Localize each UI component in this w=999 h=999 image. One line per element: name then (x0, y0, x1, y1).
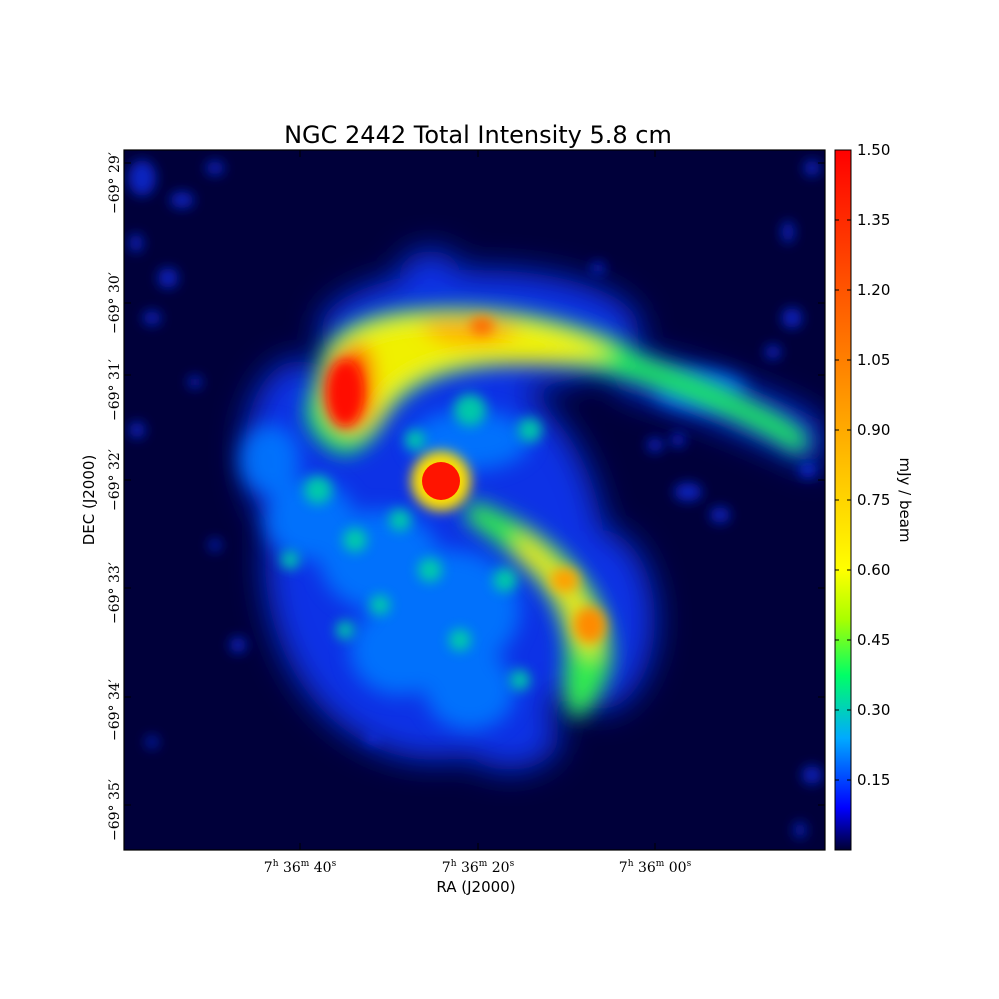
y-tick-label: −69° 29′ (107, 152, 123, 214)
colorbar-tick-label: 0.90 (857, 421, 890, 439)
disk-knots (281, 394, 542, 690)
y-tick-label: −69° 30′ (107, 272, 123, 334)
y-tick-label: −69° 32′ (107, 449, 123, 511)
y-tick-label: −69° 33′ (107, 562, 123, 624)
x-tick-label: 7h 36m 40s (264, 859, 337, 876)
x-tick-label: 7h 36m 20s (442, 859, 515, 876)
colorbar-tick-label: 0.45 (857, 631, 890, 649)
southern-arm-knots (551, 568, 606, 643)
colorbar-tick-label: 0.30 (857, 701, 890, 719)
y-axis-label: DEC (J2000) (80, 455, 98, 546)
intensity-map (124, 150, 825, 850)
colorbar-tick-label: 1.50 (857, 141, 890, 159)
colorbar-tick-label: 1.35 (857, 211, 890, 229)
colorbar-tick-label: 0.15 (857, 771, 890, 789)
x-tick-label: 7h 36m 00s (619, 859, 692, 876)
colorbar-tick-label: 0.75 (857, 491, 890, 509)
chart-title: NGC 2442 Total Intensity 5.8 cm (284, 121, 672, 149)
x-axis: 7h 36m 40s 7h 36m 20s 7h 36m 00s (264, 150, 692, 876)
colorbar-tick-label: 0.60 (857, 561, 890, 579)
y-axis: −69° 29′ −69° 30′ −69° 31′ −69° 32′ −69° 33′… (107, 152, 825, 841)
nucleus (411, 451, 471, 511)
colorbar-tick-label: 1.20 (857, 281, 890, 299)
y-tick-label: −69° 35′ (107, 779, 123, 841)
colorbar: 0.15 0.30 0.45 0.60 0.75 0.90 1.05 1.20 1.35 1.50… (834, 141, 914, 851)
y-tick-label: −69° 31′ (107, 359, 123, 421)
colorbar-tick-label: 1.05 (857, 351, 890, 369)
y-tick-label: −69° 34′ (107, 679, 123, 741)
plot-frame (123, 149, 826, 851)
northern-arm-peak (327, 317, 494, 426)
x-axis-label: RA (J2000) (436, 878, 515, 896)
colorbar-ticks: 0.15 0.30 0.45 0.60 0.75 0.90 1.05 1.20 1.35 1.50 (835, 141, 890, 789)
colorbar-label: mJy / beam (896, 457, 914, 542)
